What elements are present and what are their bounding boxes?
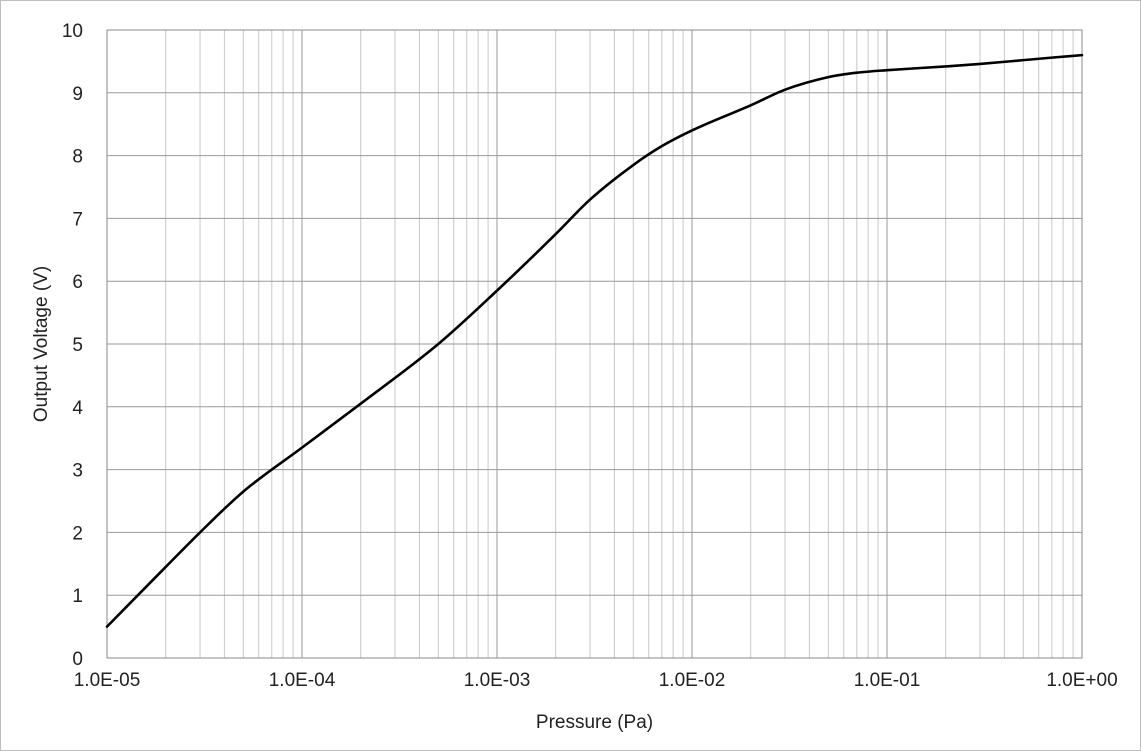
y-axis-tick-labels: 0 1 2 3 4 5 6 7 8 9 10 xyxy=(62,21,84,670)
y-tick-label: 6 xyxy=(72,272,83,293)
y-tick-label: 9 xyxy=(72,84,83,105)
x-axis-title: Pressure (Pa) xyxy=(536,712,653,733)
series-line-0 xyxy=(105,53,1084,628)
grid-major-lines xyxy=(106,29,1083,659)
x-tick-label: 1.0E-02 xyxy=(659,670,726,691)
plot-border xyxy=(106,29,1083,659)
y-tick-label: 7 xyxy=(72,209,83,230)
x-tick-label: 1.0E-05 xyxy=(74,670,141,691)
y-tick-label: 1 xyxy=(72,586,83,607)
x-tick-label: 1.0E-01 xyxy=(854,670,921,691)
y-tick-label: 8 xyxy=(72,147,83,168)
y-tick-label: 10 xyxy=(62,21,83,42)
x-tick-label: 1.0E+00 xyxy=(1046,670,1117,691)
y-tick-label: 3 xyxy=(72,461,83,482)
x-axis-tick-labels: 1.0E-05 1.0E-04 1.0E-03 1.0E-02 1.0E-01 1.0E+… xyxy=(74,670,1118,691)
plot-frame xyxy=(106,29,1083,659)
series-layer xyxy=(105,53,1084,628)
y-tick-label: 2 xyxy=(72,523,83,544)
x-tick-label: 1.0E-04 xyxy=(269,670,336,691)
y-tick-label: 4 xyxy=(72,398,83,419)
y-tick-label: 0 xyxy=(72,649,83,670)
y-tick-label: 5 xyxy=(72,335,83,356)
y-axis-title: Output Voltage (V) xyxy=(31,266,52,422)
x-tick-label: 1.0E-03 xyxy=(464,670,531,691)
